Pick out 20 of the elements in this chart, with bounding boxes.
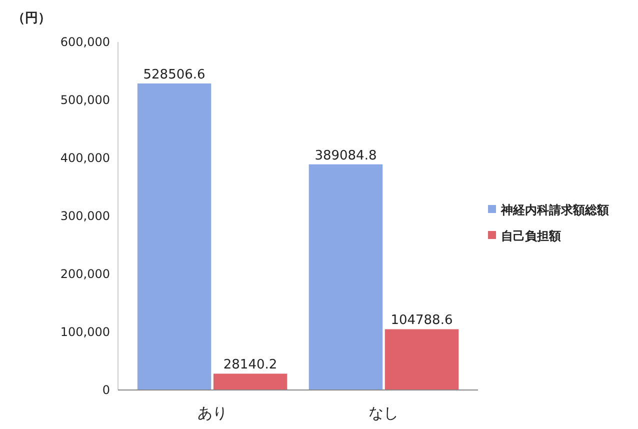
data-label: 528506.6 <box>143 67 206 82</box>
y-tick-label: 100,000 <box>60 325 110 340</box>
data-label: 104788.6 <box>390 313 453 328</box>
y-tick-label: 200,000 <box>60 267 110 282</box>
bar <box>384 329 459 390</box>
legend-label: 神経内科請求額総額 <box>500 203 609 218</box>
bar <box>137 83 212 390</box>
y-axis-title: （円） <box>12 11 51 26</box>
bar <box>308 164 383 390</box>
y-tick-label: 400,000 <box>60 151 110 166</box>
legend-label: 自己負担額 <box>501 229 561 244</box>
x-tick-label: なし <box>368 404 399 422</box>
data-label: 389084.8 <box>314 148 377 164</box>
x-tick-label: あり <box>197 404 228 422</box>
y-tick-label: 500,000 <box>60 93 110 108</box>
y-tick-label: 300,000 <box>60 209 110 224</box>
y-tick-label: 600,000 <box>60 35 110 50</box>
y-tick-label: 0 <box>102 383 110 398</box>
data-label: 28140.2 <box>223 358 278 373</box>
bar <box>213 374 288 390</box>
